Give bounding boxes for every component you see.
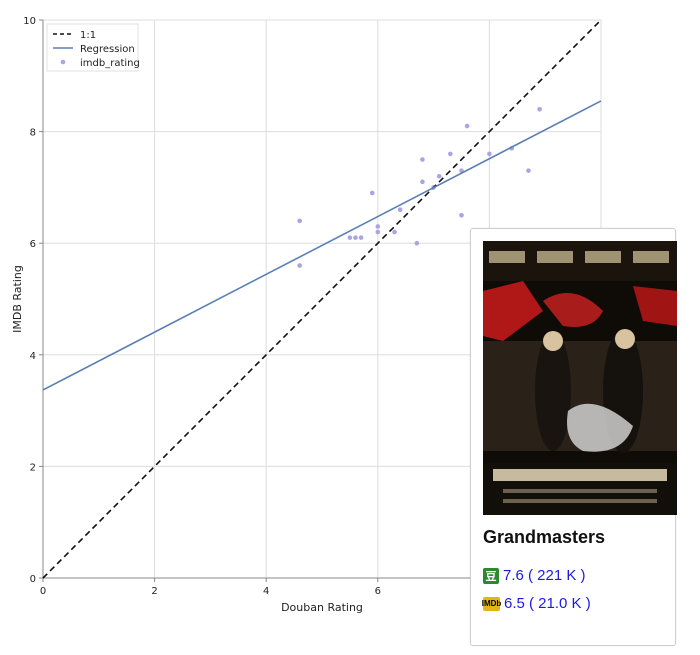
imdb-rating-text: 6.5 ( 21.0 K ) xyxy=(504,595,591,612)
data-point xyxy=(487,151,492,157)
data-point xyxy=(414,240,420,246)
y-tick-label: 2 xyxy=(30,462,36,473)
douban-rating-text: 7.6 ( 221 K ) xyxy=(503,567,586,584)
douban-rating: 豆 7.6 ( 221 K ) xyxy=(483,567,586,584)
data-point xyxy=(358,235,364,240)
legend-identity-label: 1:1 xyxy=(80,30,96,41)
imdb-icon: IMDb xyxy=(482,596,501,611)
x-tick-label: 0 xyxy=(40,586,46,597)
data-point xyxy=(420,179,425,185)
data-point xyxy=(297,218,302,224)
legend-points-swatch xyxy=(60,59,66,65)
legend-points-label: imdb_rating xyxy=(80,58,140,69)
regression-line xyxy=(42,100,602,391)
identity-line xyxy=(42,19,602,579)
data-point xyxy=(448,151,453,157)
y-tick-label: 8 xyxy=(30,128,36,139)
data-point xyxy=(375,224,381,229)
data-point xyxy=(464,123,470,129)
data-point xyxy=(526,168,531,173)
movie-poster-icon xyxy=(483,241,677,515)
y-tick-label: 10 xyxy=(23,16,36,27)
y-tick-label: 4 xyxy=(30,351,36,362)
y-axis-title: IMDB Rating xyxy=(11,265,24,333)
movie-title: Grandmasters xyxy=(483,527,606,547)
x-tick-label: 2 xyxy=(151,586,157,597)
data-point xyxy=(375,229,381,235)
x-tick-label: 6 xyxy=(375,586,381,597)
x-axis-title: Douban Rating xyxy=(281,601,363,614)
y-tick-label: 0 xyxy=(30,574,36,585)
data-point xyxy=(353,235,358,240)
douban-icon: 豆 xyxy=(483,567,499,584)
data-point xyxy=(297,263,302,268)
data-point xyxy=(392,229,397,235)
y-tick-label: 6 xyxy=(30,239,36,250)
legend: 1:1 Regression imdb_rating xyxy=(46,23,140,72)
imdb-rating: IMDb 6.5 ( 21.0 K ) xyxy=(482,595,591,612)
movie-tooltip-card: Grandmasters 豆 7.6 ( 221 K ) IMDb 6.5 ( … xyxy=(470,228,677,646)
x-tick-label: 4 xyxy=(263,586,269,597)
data-point xyxy=(537,106,542,112)
legend-regression-label: Regression xyxy=(80,44,135,55)
data-point xyxy=(420,157,425,162)
y-axis: 0 2 4 6 8 10 xyxy=(23,16,44,585)
data-point xyxy=(369,190,375,196)
data-point xyxy=(397,207,403,213)
data-point xyxy=(347,235,353,240)
data-point xyxy=(459,213,464,218)
data-point xyxy=(436,173,442,179)
